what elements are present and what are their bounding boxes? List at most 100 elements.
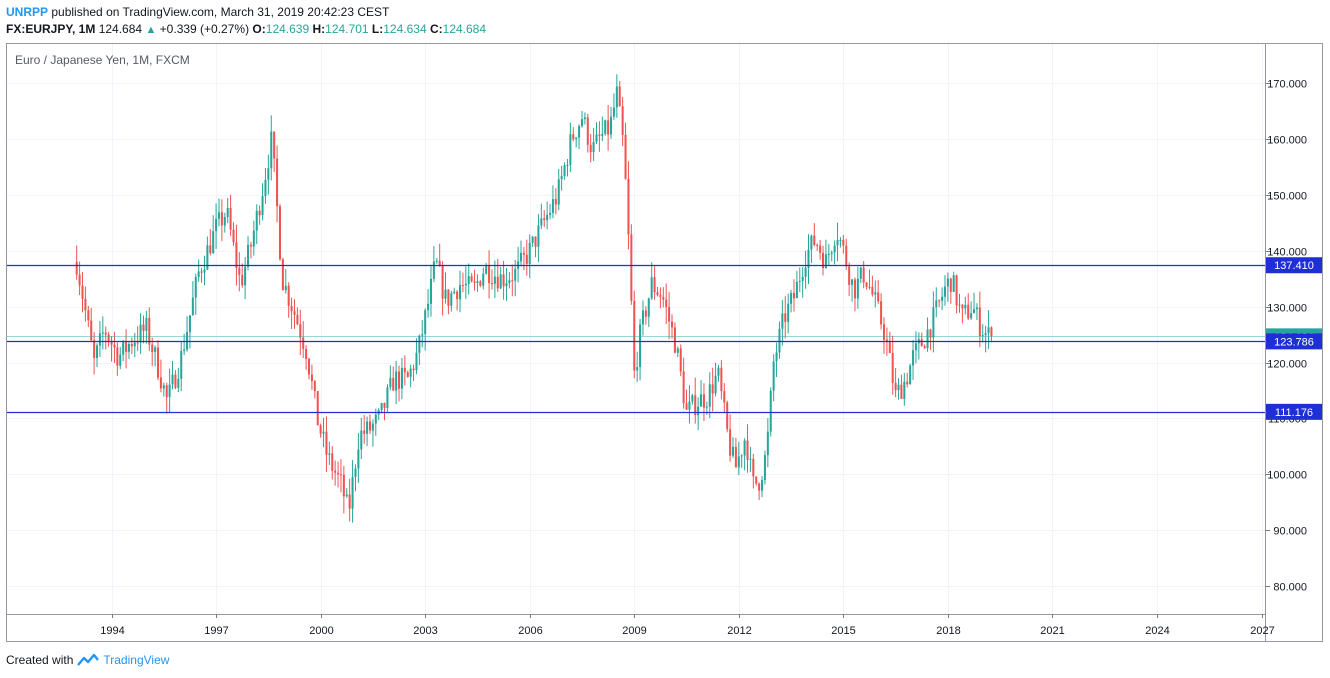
- candle-down: [113, 344, 116, 348]
- candle-up: [345, 494, 348, 497]
- candle-up: [903, 381, 906, 399]
- candle-down: [142, 324, 145, 331]
- candle-down: [104, 332, 107, 335]
- candle-down: [665, 299, 668, 308]
- low-label: L:: [371, 22, 384, 36]
- time-axis[interactable]: 1994 1997 2000 2003 2006 2009 2012 2015 2018 2021…: [100, 614, 1275, 637]
- candle-down: [656, 292, 659, 296]
- candle-up: [540, 218, 543, 226]
- candle-up: [766, 431, 769, 456]
- candle-up: [145, 317, 148, 331]
- candle-up: [856, 278, 859, 299]
- candle-down: [273, 131, 276, 159]
- candle-up: [429, 278, 432, 304]
- candle-up: [505, 283, 508, 287]
- candle-up: [781, 313, 784, 329]
- x-tick-label: 2009: [622, 625, 646, 637]
- candle-up: [203, 269, 206, 273]
- x-tick-label: 1997: [204, 625, 228, 637]
- candle-up: [830, 252, 833, 255]
- candle-up: [247, 244, 250, 267]
- candle-up: [946, 278, 949, 287]
- candle-up: [432, 261, 435, 279]
- candle-down: [978, 307, 981, 337]
- candle-up: [897, 384, 900, 391]
- candle-up: [604, 120, 607, 134]
- candle-down: [136, 342, 139, 344]
- candle-down: [813, 235, 816, 245]
- y-tick-label: 160.000: [1267, 135, 1307, 147]
- candle-up: [206, 245, 209, 270]
- candle-down: [116, 347, 119, 366]
- y-tick-label: 140.000: [1267, 247, 1307, 259]
- candle-up: [508, 280, 511, 284]
- triangle-up-icon: ▲: [145, 24, 157, 36]
- horizontal-lines[interactable]: [7, 264, 1265, 414]
- candle-down: [125, 341, 128, 352]
- candle-up: [795, 281, 798, 299]
- open-label: O:: [252, 22, 266, 36]
- candle-up: [688, 401, 691, 410]
- candle-up: [351, 476, 354, 509]
- candle-down: [403, 367, 406, 373]
- candle-up: [807, 249, 810, 268]
- candle-down: [441, 265, 444, 299]
- price-axis[interactable]: 80.00090.000100.000110.000120.000130.000…: [1265, 79, 1307, 594]
- candle-up: [360, 430, 363, 450]
- candle-up: [186, 332, 189, 350]
- candle-up: [162, 385, 165, 389]
- candle-up: [839, 239, 842, 241]
- candle-up: [551, 199, 554, 213]
- candle-up: [935, 300, 938, 308]
- candle-down: [685, 403, 688, 410]
- candle-up: [697, 406, 700, 416]
- candle-up: [357, 449, 360, 469]
- candle-down: [868, 286, 871, 288]
- candle-down: [479, 281, 482, 286]
- published-text: published on TradingView.com, March 31, …: [51, 5, 390, 19]
- candle-up: [223, 216, 226, 226]
- candle-up: [769, 390, 772, 432]
- candle-up: [566, 164, 569, 166]
- candle-up: [775, 352, 778, 362]
- candle-up: [493, 276, 496, 284]
- publish-info: UNRPP published on TradingView.com, Marc…: [6, 5, 389, 19]
- tradingview-logo-icon[interactable]: [77, 653, 100, 667]
- candle-down: [456, 291, 459, 300]
- candle-up: [435, 260, 438, 262]
- candle-down: [290, 305, 293, 312]
- candle-down: [461, 285, 464, 287]
- candle-up: [824, 254, 827, 268]
- candle-down: [607, 120, 610, 135]
- candle-up: [578, 125, 581, 138]
- candle-up: [778, 328, 781, 353]
- candle-down: [412, 368, 415, 371]
- candle-down: [310, 374, 313, 382]
- publisher-name[interactable]: UNRPP: [6, 5, 49, 19]
- candle-down: [339, 474, 342, 476]
- candle-down: [752, 458, 755, 477]
- candle-up: [255, 210, 258, 231]
- candle-up: [127, 343, 130, 352]
- candle-up: [188, 315, 191, 333]
- candle-down: [845, 245, 848, 267]
- candle-up: [952, 275, 955, 292]
- candle-down: [720, 367, 723, 392]
- chart-frame: [6, 43, 1323, 642]
- candle-down: [110, 341, 113, 345]
- candle-up: [197, 271, 200, 278]
- candle-down: [319, 425, 322, 434]
- candle-down: [235, 242, 238, 268]
- candle-down: [406, 372, 409, 377]
- candle-down: [644, 310, 647, 317]
- tradingview-link[interactable]: TradingView: [103, 653, 170, 667]
- candle-down: [734, 446, 737, 468]
- symbol-info: FX:EURJPY, 1M 124.684 ▲ +0.339 (+0.27%) …: [6, 22, 486, 36]
- candle-down: [624, 134, 627, 179]
- candle-down: [673, 327, 676, 353]
- candle-down: [758, 483, 761, 491]
- candle-down: [334, 470, 337, 473]
- y-tick-label: 90.000: [1273, 526, 1307, 538]
- candle-up: [453, 291, 456, 294]
